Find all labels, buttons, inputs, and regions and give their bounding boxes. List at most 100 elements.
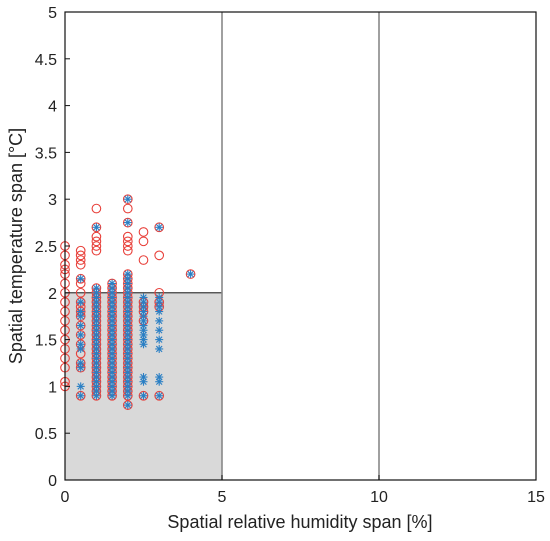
circle-point (75, 320, 86, 331)
star-point (108, 312, 117, 321)
star-point (92, 340, 101, 349)
circle-point (122, 203, 133, 214)
star-point (123, 279, 132, 288)
grid-lines (221, 12, 380, 480)
y-tick-label: 0 (48, 473, 57, 490)
star-point (123, 344, 132, 353)
star-point (76, 340, 85, 349)
circle-point (91, 236, 102, 247)
star-point (123, 335, 132, 344)
x-tick-label: 15 (527, 489, 545, 506)
x-axis-label: Spatial relative humidity span [%] (167, 512, 432, 532)
circle-point (75, 250, 86, 261)
star-point (123, 312, 132, 321)
y-tick-label: 5 (48, 5, 57, 22)
circle-point (138, 236, 149, 247)
data-points (60, 194, 196, 410)
star-point (92, 288, 101, 297)
star-point (108, 377, 117, 386)
circle-point (122, 217, 133, 228)
star-point (92, 321, 101, 330)
star-point (186, 270, 195, 279)
star-point (123, 363, 132, 372)
y-tick-label: 4.5 (35, 52, 57, 69)
y-axis-label: Spatial temperature span [°C] (6, 128, 26, 364)
star-point (123, 284, 132, 293)
y-tick-label: 4 (48, 99, 57, 116)
star-point (155, 307, 164, 316)
star-point (123, 218, 132, 227)
star-point (76, 321, 85, 330)
star-point (155, 391, 164, 400)
circle-point (138, 390, 149, 401)
y-tick-label: 2.5 (35, 239, 57, 256)
star-point (92, 349, 101, 358)
star-point (139, 293, 148, 302)
x-tick-label: 5 (218, 489, 227, 506)
circle-point (75, 297, 86, 308)
x-tick-label: 0 (61, 489, 70, 506)
star-point (123, 195, 132, 204)
star-point (76, 298, 85, 307)
circle-point (91, 203, 102, 214)
star-point (123, 270, 132, 279)
circle-point (91, 241, 102, 251)
star-point (123, 401, 132, 410)
x-axis-ticks: 0 5 10 15 (61, 475, 545, 506)
y-axis-ticks: 0 0.5 1 1.5 2 2.5 3 3.5 4 4.5 5 (35, 5, 70, 490)
circle-point (122, 231, 133, 242)
circle-point (75, 245, 86, 256)
star-point (92, 330, 101, 339)
star-point (76, 330, 85, 339)
star-point (108, 330, 117, 339)
star-point (92, 223, 101, 232)
y-tick-label: 3.5 (35, 145, 57, 162)
star-point (123, 359, 132, 367)
circle-point (75, 259, 86, 270)
circle-point (154, 222, 165, 233)
circle-point (185, 269, 196, 279)
circle-point (138, 255, 149, 265)
star-point (155, 335, 164, 344)
star-point (155, 326, 164, 335)
star-point (108, 288, 117, 297)
star-point (76, 382, 85, 391)
star-point (76, 274, 85, 283)
circle-point (138, 227, 149, 237)
circle-point (91, 222, 102, 233)
star-point (155, 316, 164, 325)
star-point (139, 373, 148, 382)
star-point (76, 307, 85, 316)
star-point (108, 321, 117, 330)
star-point (139, 312, 148, 321)
star-point (92, 284, 101, 293)
circle-point (122, 245, 133, 256)
star-point (155, 223, 164, 232)
circle-point (154, 250, 165, 261)
circle-point (122, 400, 133, 410)
circle-point (75, 255, 86, 265)
star-point (155, 293, 164, 302)
circle-point (91, 231, 102, 242)
circle-point (75, 273, 86, 284)
circle-point (75, 390, 86, 401)
star-point (76, 391, 85, 400)
circle-point (154, 390, 165, 401)
circle-point (122, 236, 133, 247)
x-tick-label: 10 (370, 489, 388, 506)
star-point (155, 344, 164, 353)
y-tick-label: 0.5 (35, 426, 57, 443)
star-point (76, 359, 85, 367)
circle-point (122, 241, 133, 251)
circle-point (75, 287, 86, 298)
star-point (139, 391, 148, 400)
circle-point (91, 245, 102, 256)
y-tick-label: 1.5 (35, 333, 57, 350)
star-point (123, 330, 132, 339)
y-tick-label: 2 (48, 286, 57, 303)
circle-point (75, 330, 86, 340)
y-tick-label: 3 (48, 192, 57, 209)
y-tick-label: 1 (48, 379, 57, 396)
star-point (108, 279, 117, 288)
